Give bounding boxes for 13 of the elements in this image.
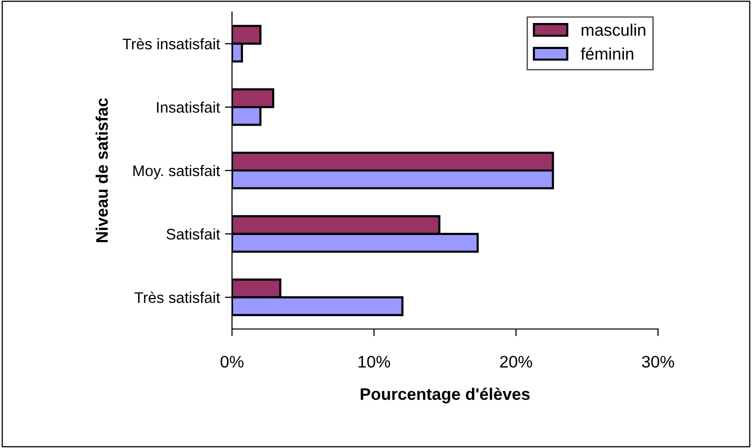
- x-tick-label: 20%: [500, 356, 532, 368]
- x-tick-label: 10%: [358, 356, 390, 368]
- x-tick-label: 30%: [642, 356, 674, 368]
- x-tick-label: 0%: [220, 356, 244, 368]
- y-tick-label: Très satisfait: [134, 292, 220, 303]
- legend-label: féminin: [580, 47, 634, 60]
- y-tick-label: Satisfait: [166, 228, 220, 240]
- y-tick-label: Insatisfait: [157, 102, 220, 113]
- y-tick-label: Très insatisfait: [122, 38, 220, 50]
- x-axis-title: Pourcentage d'élèves: [360, 388, 530, 404]
- y-axis-title: Niveau de satisfac: [96, 98, 108, 242]
- legend-label: masculin: [582, 24, 646, 36]
- y-tick-label: Moy. satisfait: [133, 164, 220, 180]
